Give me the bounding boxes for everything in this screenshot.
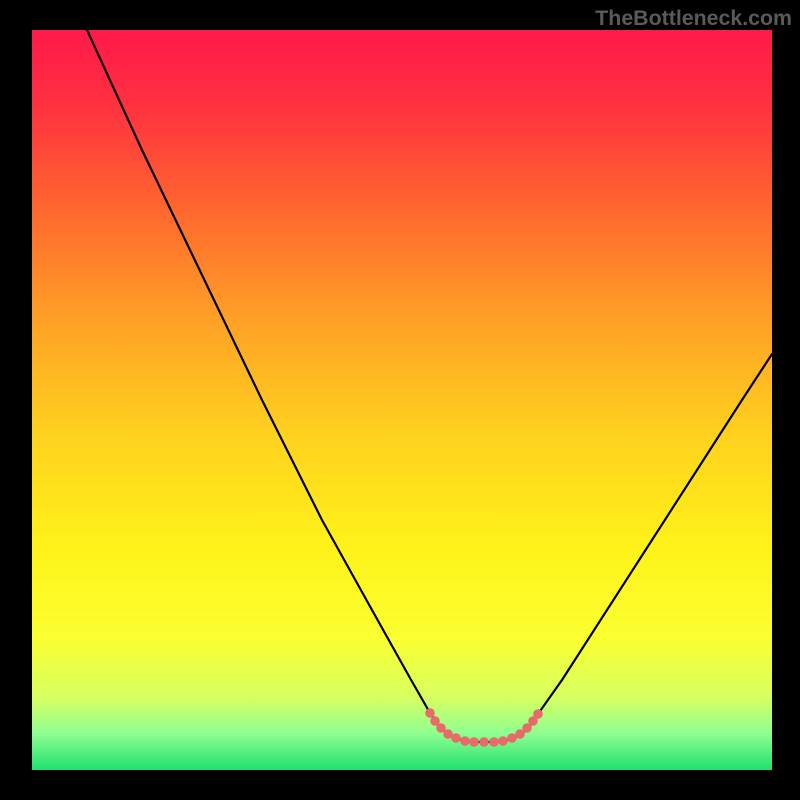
accent-dot (489, 737, 499, 747)
accent-dot (451, 733, 461, 743)
accent-dot (425, 708, 435, 718)
accent-dot (460, 736, 470, 746)
accent-dot (479, 737, 489, 747)
accent-dot (533, 709, 543, 719)
bottleneck-curve-path (87, 30, 772, 742)
plot-area (32, 30, 772, 770)
valley-accent-dots (425, 708, 543, 747)
watermark-text: TheBottleneck.com (595, 6, 792, 31)
accent-dot (469, 737, 479, 747)
chart-container: TheBottleneck.com (0, 0, 800, 800)
accent-dot (498, 736, 508, 746)
curve-overlay (32, 30, 772, 770)
